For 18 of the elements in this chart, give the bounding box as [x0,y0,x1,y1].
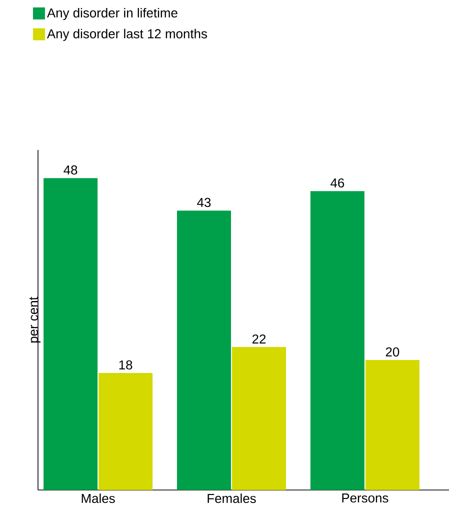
y-axis-title: per cent [29,296,40,343]
bar [310,191,364,490]
legend-label: Any disorder in lifetime [46,8,178,20]
bar [232,347,286,490]
x-tick-label: Females [208,494,256,504]
x-tick-label: Persons [342,494,388,503]
bar [365,360,420,490]
legend-label: Any disorder last 12 months [46,28,208,41]
bar [44,178,98,490]
bar [98,373,153,490]
x-tick-label: Males [82,494,115,504]
data-label: 20 [386,347,400,357]
data-label: 22 [252,334,266,344]
data-label: 48 [64,165,78,175]
data-label: 43 [197,198,211,208]
data-label: 18 [119,360,132,370]
bar [176,210,231,490]
data-label: 46 [330,178,344,188]
